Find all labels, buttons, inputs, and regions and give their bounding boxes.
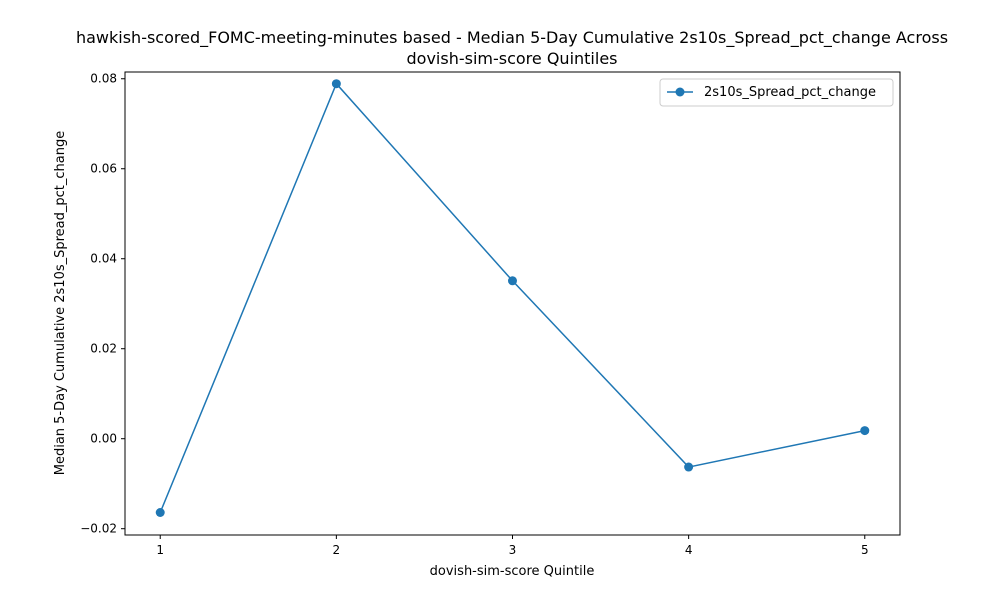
y-tick-label: −0.02 [80,522,117,536]
x-tick-label: 2 [333,543,341,557]
y-tick-label: 0.00 [90,432,117,446]
x-axis-label: dovish-sim-score Quintile [430,564,595,579]
plot-area [155,79,870,518]
x-tick-label: 3 [509,543,517,557]
legend-box [659,78,894,107]
y-axis: −0.02 0.00 0.02 0.04 0.06 0.08 [80,72,125,536]
legend-marker [675,87,685,97]
legend: 2s10s_Spread_pct_change [659,78,894,107]
x-tick-label: 4 [685,543,693,557]
x-axis: 1 2 3 4 5 [156,535,869,557]
chart-title-line-1: hawkish-scored_FOMC-meeting-minutes base… [76,28,948,48]
y-tick-label: 0.02 [90,342,117,356]
y-axis-label: Median 5-Day Cumulative 2s10s_Spread_pct… [53,131,68,476]
chart-title-line-2: dovish-sim-score Quintiles [407,49,618,68]
data-point [684,462,694,472]
x-tick-label: 1 [156,543,164,557]
y-tick-label: 0.08 [90,72,117,86]
y-tick-label: 0.06 [90,162,117,176]
data-point [331,79,341,89]
data-point [508,276,517,286]
data-point [860,426,870,436]
data-point [155,508,165,518]
x-tick-label: 5 [861,543,869,557]
legend-label: 2s10s_Spread_pct_change [704,85,876,100]
y-tick-label: 0.04 [90,252,117,266]
